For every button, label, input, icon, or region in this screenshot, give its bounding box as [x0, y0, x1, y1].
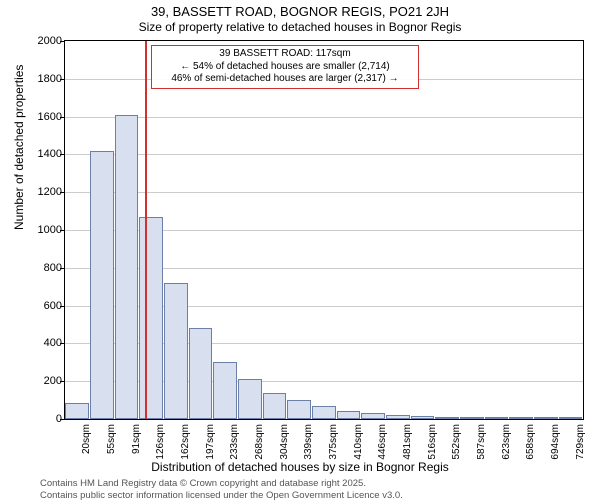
- bar: [361, 413, 385, 419]
- xtick-label: 20sqm: [81, 424, 92, 454]
- footnote-2: Contains public sector information licen…: [40, 490, 403, 501]
- xtick-label: 516sqm: [427, 424, 438, 460]
- x-axis-label: Distribution of detached houses by size …: [0, 460, 600, 474]
- plot-area: 39 BASSETT ROAD: 117sqm← 54% of detached…: [64, 40, 584, 420]
- xtick-label: 410sqm: [353, 424, 364, 460]
- annotation: 39 BASSETT ROAD: 117sqm← 54% of detached…: [151, 45, 419, 89]
- bar: [263, 393, 287, 419]
- y-axis-label: Number of detached properties: [12, 65, 26, 230]
- footnote-1: Contains HM Land Registry data © Crown c…: [40, 478, 366, 489]
- bar: [337, 411, 361, 420]
- bar: [287, 400, 311, 419]
- chart-container: 39, BASSETT ROAD, BOGNOR REGIS, PO21 2JH…: [0, 0, 600, 500]
- xtick-label: 304sqm: [279, 424, 290, 460]
- xtick-label: 55sqm: [106, 424, 117, 454]
- xtick-label: 623sqm: [501, 424, 512, 460]
- xtick-label: 91sqm: [131, 424, 142, 454]
- bar: [534, 417, 558, 419]
- bar: [312, 406, 336, 419]
- xtick-label: 268sqm: [254, 424, 265, 460]
- bar: [509, 417, 533, 419]
- annotation-line: 39 BASSETT ROAD: 117sqm: [156, 48, 414, 61]
- bar: [435, 417, 459, 419]
- ytick-label: 1200: [38, 186, 62, 198]
- reference-line-mark: [145, 41, 147, 419]
- annotation-line: 46% of semi-detached houses are larger (…: [156, 73, 414, 86]
- chart-title-primary: 39, BASSETT ROAD, BOGNOR REGIS, PO21 2JH: [0, 4, 600, 19]
- xtick-label: 446sqm: [377, 424, 388, 460]
- bar: [115, 115, 139, 419]
- xtick-label: 233sqm: [229, 424, 240, 460]
- bar: [386, 415, 410, 419]
- gridline: [65, 117, 583, 118]
- bar: [460, 417, 484, 419]
- ytick-label: 1800: [38, 73, 62, 85]
- annotation-line: ← 54% of detached houses are smaller (2,…: [156, 61, 414, 74]
- ytick-label: 1600: [38, 111, 62, 123]
- xtick-label: 481sqm: [402, 424, 413, 460]
- xtick-label: 339sqm: [303, 424, 314, 460]
- bar: [411, 416, 435, 419]
- xtick-label: 694sqm: [550, 424, 561, 460]
- xtick-label: 162sqm: [180, 424, 191, 460]
- xtick-label: 729sqm: [575, 424, 586, 460]
- gridline: [65, 154, 583, 155]
- ytick-label: 2000: [38, 35, 62, 47]
- xtick-label: 126sqm: [155, 424, 166, 460]
- bar: [238, 379, 262, 419]
- ytick-label: 1000: [38, 224, 62, 236]
- bar: [164, 283, 188, 419]
- xtick-label: 375sqm: [328, 424, 339, 460]
- xtick-label: 658sqm: [525, 424, 536, 460]
- ytick-label: 1400: [38, 148, 62, 160]
- bar: [65, 403, 89, 419]
- chart-title-secondary: Size of property relative to detached ho…: [0, 20, 600, 34]
- bar: [559, 417, 583, 419]
- bar: [90, 151, 114, 419]
- xtick-label: 587sqm: [476, 424, 487, 460]
- gridline: [65, 192, 583, 193]
- bar: [139, 217, 163, 419]
- bar: [213, 362, 237, 419]
- xtick-label: 197sqm: [205, 424, 216, 460]
- bar: [485, 417, 509, 419]
- xtick-label: 552sqm: [451, 424, 462, 460]
- bar: [189, 328, 213, 419]
